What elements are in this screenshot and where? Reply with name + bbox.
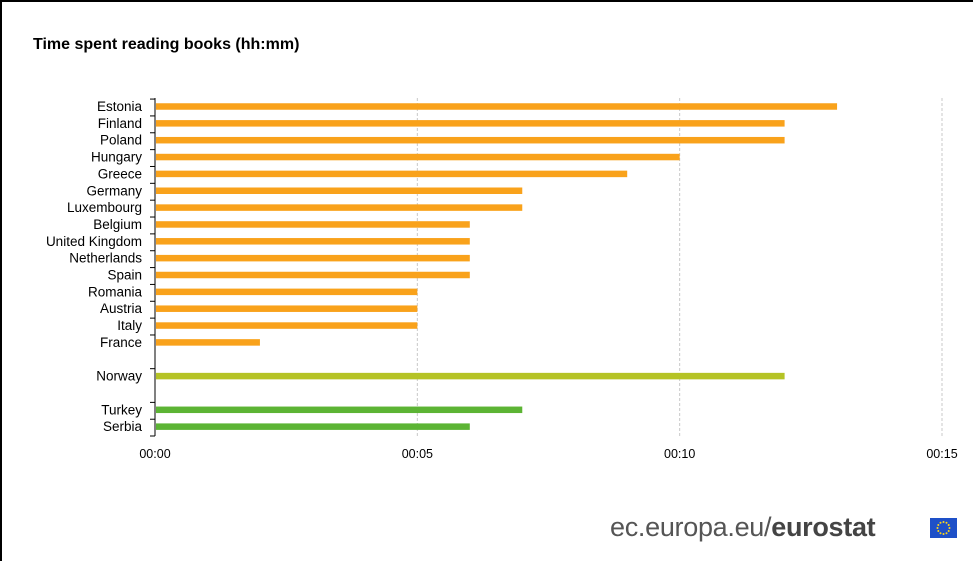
x-tick-label: 00:05 xyxy=(402,447,433,461)
category-label: Germany xyxy=(86,183,142,198)
category-label: Greece xyxy=(98,166,142,181)
eu-flag-icon xyxy=(930,518,957,538)
brand-name: eurostat xyxy=(771,512,876,542)
category-label: Austria xyxy=(100,301,143,316)
bar xyxy=(156,254,470,262)
bar xyxy=(156,372,785,380)
category-label: Hungary xyxy=(91,150,142,165)
category-label: Poland xyxy=(100,133,142,148)
category-label: Luxembourg xyxy=(67,200,142,215)
category-label: Norway xyxy=(96,369,142,384)
category-label: Estonia xyxy=(97,99,143,114)
category-label: Romania xyxy=(88,284,143,299)
bar xyxy=(156,120,785,127)
category-label: Belgium xyxy=(93,217,142,232)
bar xyxy=(156,170,628,178)
bar xyxy=(156,406,523,414)
bar xyxy=(156,238,470,245)
x-tick-label: 00:15 xyxy=(926,447,957,461)
category-label: Netherlands xyxy=(69,251,142,266)
bar xyxy=(156,322,418,329)
bar xyxy=(156,187,523,194)
eurostat-branding: ec.europa.eu/eurostat xyxy=(610,512,876,543)
category-label: Italy xyxy=(117,318,142,333)
category-label: France xyxy=(100,335,142,350)
bar xyxy=(156,339,260,346)
bar xyxy=(156,423,470,430)
category-label: Spain xyxy=(107,268,142,283)
bar xyxy=(156,221,470,228)
x-tick-label: 00:00 xyxy=(139,447,170,461)
x-tick-label: 00:10 xyxy=(664,447,695,461)
category-label: Finland xyxy=(98,116,142,131)
category-label: Serbia xyxy=(103,419,143,434)
bar xyxy=(156,288,418,296)
bar xyxy=(156,271,470,279)
bar xyxy=(156,136,785,144)
brand-domain: ec.europa.eu/ xyxy=(610,512,772,542)
bar xyxy=(156,153,680,161)
category-label: Turkey xyxy=(101,402,142,417)
chart-title: Time spent reading books (hh:mm) xyxy=(33,36,300,53)
category-label: United Kingdom xyxy=(46,234,142,249)
bar xyxy=(156,204,523,211)
bar-chart: 00:00 00:05 00:10 00:15 Estonia Finland Poland… xyxy=(46,98,958,461)
bar xyxy=(156,103,838,110)
bar xyxy=(156,305,418,312)
